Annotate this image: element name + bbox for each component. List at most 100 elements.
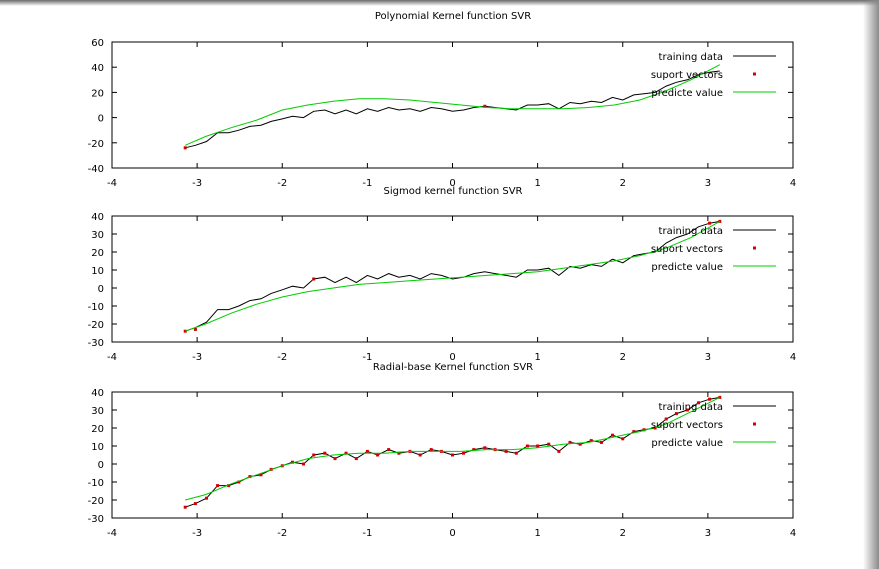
series-line-training-data: [185, 220, 720, 332]
support-vector-point: [451, 453, 454, 457]
y-tick-label: 10: [91, 442, 104, 453]
x-tick-label: 0: [449, 352, 455, 363]
legend-label: training data: [659, 402, 723, 413]
support-vector-point: [259, 473, 263, 477]
x-tick-label: 0: [449, 528, 455, 539]
support-vector-point: [685, 408, 689, 412]
x-tick-label: 1: [534, 178, 540, 189]
x-tick-label: -4: [107, 352, 117, 363]
y-tick-label: -20: [88, 320, 104, 331]
y-tick-label: 10: [91, 266, 104, 277]
support-vector-point: [354, 457, 358, 461]
x-tick-label: 2: [620, 352, 626, 363]
x-tick-label: -3: [192, 528, 202, 539]
support-vector-point: [227, 484, 231, 488]
x-tick-label: 3: [705, 352, 711, 363]
x-tick-label: -2: [277, 178, 287, 189]
support-vector-point: [344, 451, 348, 455]
y-tick-label: 40: [91, 212, 104, 223]
y-tick-label: -20: [88, 139, 104, 150]
x-tick-label: 0: [449, 178, 455, 189]
legend-label: suport vectors: [651, 420, 723, 431]
legend-label: training data: [659, 226, 723, 237]
y-tick-label: -20: [88, 496, 104, 507]
legend-label: predicte value: [651, 262, 723, 273]
chart-radial: Radial-base Kernel function SVR -4 -3 -2 -1…: [88, 362, 797, 539]
support-vector-point: [204, 496, 208, 500]
y-tick-label: 40: [91, 388, 104, 399]
support-vector-point: [642, 428, 646, 432]
series-line-training-data: [185, 70, 720, 149]
legend-label: training data: [659, 52, 723, 63]
series-line-training-data: [185, 396, 720, 508]
support-vector-point: [611, 433, 615, 437]
chart-polynomial: Polynomial Kernel function SVR -4 -3 -2 -1 0…: [88, 11, 797, 189]
chart-title: Sigmod kernel function SVR: [384, 186, 523, 197]
x-tick-label: 1: [534, 352, 540, 363]
y-tick-label: 30: [91, 406, 104, 417]
y-tick-label: 0: [98, 114, 104, 125]
x-tick-label: -2: [277, 528, 287, 539]
x-tick-label: -4: [107, 528, 117, 539]
window-shadow-right: [863, 0, 879, 569]
y-tick-label: 40: [91, 63, 104, 74]
support-vector-point: [547, 442, 551, 446]
x-tick-label: 2: [620, 178, 626, 189]
support-vector-point: [248, 475, 252, 479]
support-vector-point: [302, 462, 306, 466]
support-vector-point: [708, 221, 712, 225]
support-vector-point: [514, 451, 518, 455]
support-vector-point: [418, 453, 422, 457]
legend-label: predicte value: [651, 438, 723, 449]
support-vector-point: [504, 449, 508, 453]
support-vector-point: [333, 457, 337, 461]
x-tick-label: -1: [362, 352, 372, 363]
y-tick-label: 30: [91, 230, 104, 241]
x-tick-label: 1: [534, 528, 540, 539]
y-tick-label: -40: [88, 164, 104, 175]
support-vector-point: [621, 437, 625, 441]
support-vector-point: [708, 397, 712, 401]
support-vector-point: [193, 327, 197, 331]
support-vector-point: [632, 430, 636, 434]
support-vector-point: [536, 444, 540, 448]
x-tick-label: 4: [790, 528, 796, 539]
series-line-predicte-value: [185, 396, 721, 501]
y-tick-label: -30: [88, 514, 104, 525]
support-vector-point: [483, 446, 487, 450]
y-tick-label: 20: [91, 88, 104, 99]
support-vector-point: [183, 146, 187, 150]
support-vector-point: [429, 448, 433, 452]
chart-title: Polynomial Kernel function SVR: [375, 11, 531, 22]
support-vector-point: [472, 448, 476, 452]
support-vector-point: [237, 480, 241, 484]
support-vector-point: [697, 401, 701, 405]
y-tick-label: 0: [98, 460, 104, 471]
y-tick-label: -10: [88, 478, 104, 489]
y-tick-label: 20: [91, 248, 104, 259]
legend-label: predicte value: [651, 88, 723, 99]
x-tick-label: -2: [277, 352, 287, 363]
series-line-predicte-value: [185, 64, 721, 146]
support-vector-point: [365, 449, 369, 453]
support-vector-point: [376, 453, 380, 457]
support-vector-point: [589, 439, 593, 443]
support-vector-point: [183, 505, 187, 509]
support-vector-point: [578, 442, 582, 446]
support-vector-point: [568, 440, 572, 444]
support-vector-point: [193, 502, 197, 506]
x-tick-label: 4: [790, 178, 796, 189]
support-vector-point: [397, 451, 401, 455]
x-tick-label: 3: [705, 178, 711, 189]
support-vector-point: [653, 426, 657, 430]
y-tick-label: 0: [98, 284, 104, 295]
support-vector-point: [664, 417, 668, 421]
y-tick-label: 60: [91, 38, 104, 49]
y-tick-label: -30: [88, 338, 104, 349]
y-tick-label: -10: [88, 302, 104, 313]
x-tick-label: -3: [192, 352, 202, 363]
legend-swatch: [753, 246, 756, 250]
support-vector-point: [387, 448, 391, 452]
support-vector-point: [462, 451, 466, 455]
support-vector-point: [557, 449, 561, 453]
